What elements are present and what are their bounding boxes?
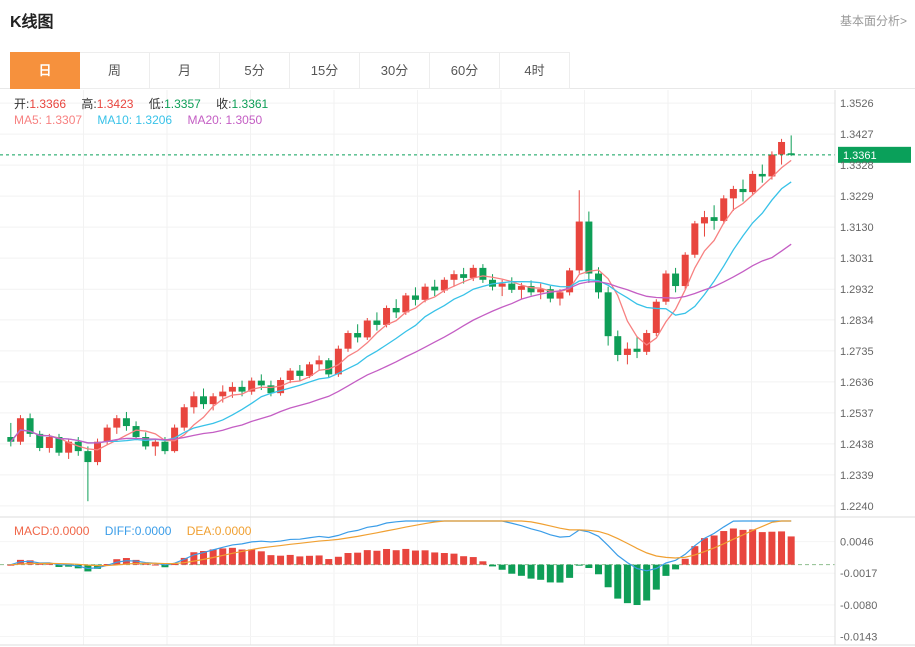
svg-text:1.2834: 1.2834 bbox=[840, 315, 874, 327]
diff-line bbox=[10, 520, 792, 572]
candles-layer bbox=[7, 135, 795, 502]
panel-borders bbox=[0, 90, 915, 646]
svg-text:1.3526: 1.3526 bbox=[840, 98, 874, 110]
timeframe-tabs: 日 周 月 5分 15分 30分 60分 4时 bbox=[0, 52, 915, 89]
page-title: K线图 bbox=[10, 14, 54, 31]
tab-month[interactable]: 月 bbox=[150, 52, 220, 89]
macd-lines bbox=[10, 520, 792, 572]
fundamental-analysis-link[interactable]: 基本面分析> bbox=[839, 14, 907, 28]
svg-text:1.2240: 1.2240 bbox=[840, 501, 874, 513]
svg-text:1.2735: 1.2735 bbox=[840, 346, 874, 358]
tab-60min[interactable]: 60分 bbox=[430, 52, 500, 89]
svg-text:-0.0143: -0.0143 bbox=[840, 631, 877, 643]
svg-text:1.3031: 1.3031 bbox=[840, 253, 874, 265]
price-axis-labels: 1.3526 1.3427 1.3328 1.3229 1.3130 1.3031 1.29… bbox=[840, 98, 874, 513]
macd-histogram bbox=[7, 528, 795, 606]
tab-15min[interactable]: 15分 bbox=[290, 52, 360, 89]
svg-text:1.2339: 1.2339 bbox=[840, 470, 874, 482]
svg-text:1.3229: 1.3229 bbox=[840, 191, 874, 203]
svg-text:-0.0017: -0.0017 bbox=[840, 568, 877, 580]
svg-text:1.3427: 1.3427 bbox=[840, 129, 874, 141]
tab-5min[interactable]: 5分 bbox=[220, 52, 290, 89]
svg-text:1.2438: 1.2438 bbox=[840, 439, 874, 451]
ma5-line bbox=[10, 159, 792, 451]
svg-text:-0.0080: -0.0080 bbox=[840, 600, 877, 612]
dea-line bbox=[10, 520, 792, 567]
ma20-line bbox=[10, 243, 792, 444]
ma-lines bbox=[10, 159, 792, 451]
ma10-line bbox=[10, 181, 792, 444]
macd-axis-labels: 0.0046 -0.0017 -0.0080 -0.0143 bbox=[840, 537, 877, 644]
svg-text:1.2636: 1.2636 bbox=[840, 377, 874, 389]
tab-day[interactable]: 日 bbox=[10, 52, 80, 89]
svg-text:1.3328: 1.3328 bbox=[840, 160, 874, 172]
candlestick-chart[interactable]: 1.3361 1.3526 1.3427 1.3328 1.3229 1.3130 1.30… bbox=[0, 90, 915, 647]
svg-text:1.3361: 1.3361 bbox=[843, 150, 877, 162]
current-price-tag: 1.3361 bbox=[838, 146, 911, 163]
svg-text:1.2932: 1.2932 bbox=[840, 284, 874, 296]
svg-text:1.2537: 1.2537 bbox=[840, 408, 874, 420]
tab-week[interactable]: 周 bbox=[80, 52, 150, 89]
tab-30min[interactable]: 30分 bbox=[360, 52, 430, 89]
tab-4hour[interactable]: 4时 bbox=[500, 52, 570, 89]
svg-text:1.3130: 1.3130 bbox=[840, 222, 874, 234]
svg-text:0.0046: 0.0046 bbox=[840, 537, 874, 549]
